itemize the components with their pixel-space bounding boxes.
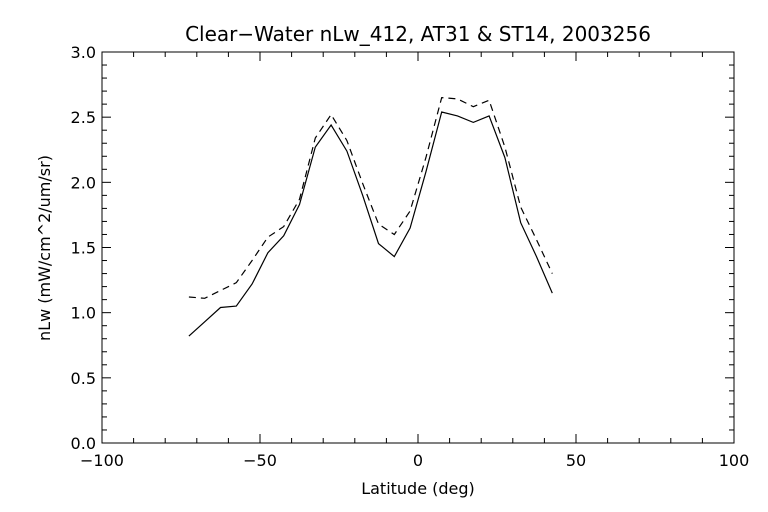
x-tick-label: 100 xyxy=(719,451,750,470)
x-axis-label: Latitude (deg) xyxy=(361,479,475,498)
y-tick-label: 0.5 xyxy=(71,369,96,388)
dashed-series-line xyxy=(188,96,553,299)
x-tick-label: 50 xyxy=(566,451,586,470)
y-tick-label: 0.0 xyxy=(71,434,96,453)
y-tick-label: 1.0 xyxy=(71,304,96,323)
y-tick-label: 2.5 xyxy=(71,108,96,127)
y-axis-label: nLw (mW/cm^2/um/sr) xyxy=(35,155,54,341)
x-tick-label: −50 xyxy=(243,451,277,470)
y-tick-labels: 0.0 0.5 1.0 1.5 2.0 2.5 3.0 xyxy=(71,43,96,453)
y-tick-label: 1.5 xyxy=(71,239,96,258)
axis-ticks xyxy=(101,51,735,444)
plot-frame xyxy=(101,51,735,444)
x-tick-label: −100 xyxy=(80,451,124,470)
y-tick-label: 2.0 xyxy=(71,173,96,192)
x-tick-labels: −100 −50 0 50 100 xyxy=(80,451,749,470)
x-tick-label: 0 xyxy=(413,451,423,470)
chart-title: Clear−Water nLw_412, AT31 & ST14, 200325… xyxy=(185,22,651,46)
series-lines xyxy=(188,96,553,337)
y-tick-label: 3.0 xyxy=(71,43,96,62)
solid-series-line xyxy=(188,111,553,337)
